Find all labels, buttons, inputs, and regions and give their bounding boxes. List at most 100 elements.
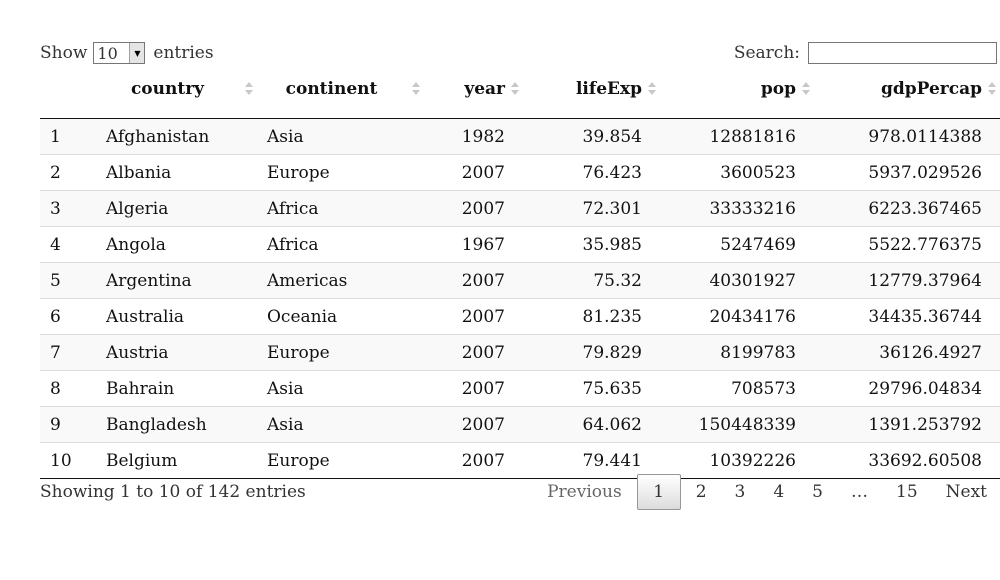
cell-year: 2007	[424, 406, 523, 443]
column-header-pop[interactable]: pop	[660, 80, 814, 119]
cell-pop: 12881816	[660, 118, 814, 155]
cell-country: Australia	[96, 298, 257, 335]
cell-year: 1982	[424, 118, 523, 155]
cell-lifeexp: 72.301	[523, 190, 660, 227]
cell-year: 2007	[424, 370, 523, 407]
table-row[interactable]: 6 Australia Oceania 2007 81.235 20434176…	[40, 298, 1000, 335]
cell-continent: Europe	[257, 334, 424, 371]
datatable-wrapper: Show 10 ▼ entries Search: country	[40, 0, 1000, 510]
cell-continent: Oceania	[257, 298, 424, 335]
cell-lifeexp: 75.32	[523, 262, 660, 299]
table-row[interactable]: 3 Algeria Africa 2007 72.301 33333216 62…	[40, 190, 1000, 227]
cell-index: 10	[40, 442, 96, 479]
page-button-3[interactable]: 3	[734, 482, 746, 502]
cell-index: 3	[40, 190, 96, 227]
page-button-15[interactable]: 15	[896, 482, 918, 502]
pagination: Previous 1 2 3 4 5 … 15 Next	[532, 474, 1000, 510]
cell-year: 2007	[424, 334, 523, 371]
cell-continent: Africa	[257, 226, 424, 263]
cell-pop: 20434176	[660, 298, 814, 335]
page-button-4[interactable]: 4	[773, 482, 785, 502]
cell-gdppercap: 1391.253792	[814, 406, 1000, 443]
cell-index: 7	[40, 334, 96, 371]
cell-continent: Asia	[257, 406, 424, 443]
column-header-country[interactable]: country	[96, 80, 257, 119]
page-button-1[interactable]: 1	[636, 474, 681, 510]
cell-country: Afghanistan	[96, 118, 257, 155]
next-button[interactable]: Next	[945, 482, 987, 502]
cell-year: 2007	[424, 190, 523, 227]
cell-pop: 708573	[660, 370, 814, 407]
cell-year: 1967	[424, 226, 523, 263]
cell-country: Angola	[96, 226, 257, 263]
column-header-continent[interactable]: continent	[257, 80, 424, 119]
table-row[interactable]: 4 Angola Africa 1967 35.985 5247469 5522…	[40, 226, 1000, 263]
cell-country: Albania	[96, 154, 257, 191]
cell-continent: Asia	[257, 370, 424, 407]
cell-index: 4	[40, 226, 96, 263]
column-header-gdppercap[interactable]: gdpPercap	[814, 80, 1000, 119]
cell-gdppercap: 5937.029526	[814, 154, 1000, 191]
sort-icon	[511, 81, 519, 97]
cell-lifeexp: 75.635	[523, 370, 660, 407]
cell-gdppercap: 29796.04834	[814, 370, 1000, 407]
chevron-down-icon[interactable]: ▼	[129, 43, 145, 63]
cell-lifeexp: 35.985	[523, 226, 660, 263]
cell-gdppercap: 36126.4927	[814, 334, 1000, 371]
sort-icon	[802, 81, 810, 97]
page-button-5[interactable]: 5	[812, 482, 823, 502]
table-row[interactable]: 7 Austria Europe 2007 79.829 8199783 361…	[40, 334, 1000, 371]
cell-continent: Europe	[257, 442, 424, 479]
cell-gdppercap: 978.0114388	[814, 118, 1000, 155]
cell-continent: Africa	[257, 190, 424, 227]
cell-index: 2	[40, 154, 96, 191]
column-header-year[interactable]: year	[424, 80, 523, 119]
cell-lifeexp: 76.423	[523, 154, 660, 191]
sort-icon	[988, 81, 996, 97]
cell-year: 2007	[424, 442, 523, 479]
cell-index: 6	[40, 298, 96, 335]
table-row[interactable]: 9 Bangladesh Asia 2007 64.062 150448339 …	[40, 406, 1000, 443]
search-filter: Search:	[734, 42, 997, 64]
table-row[interactable]: 8 Bahrain Asia 2007 75.635 708573 29796.…	[40, 370, 1000, 407]
column-header-index	[40, 80, 96, 119]
cell-gdppercap: 33692.60508	[814, 442, 1000, 479]
length-menu: Show 10 ▼ entries	[40, 42, 214, 64]
table-row[interactable]: 10 Belgium Europe 2007 79.441 10392226 3…	[40, 442, 1000, 479]
cell-gdppercap: 5522.776375	[814, 226, 1000, 263]
cell-pop: 3600523	[660, 154, 814, 191]
table-info: Showing 1 to 10 of 142 entries	[40, 482, 306, 502]
cell-year: 2007	[424, 154, 523, 191]
cell-country: Algeria	[96, 190, 257, 227]
cell-gdppercap: 34435.36744	[814, 298, 1000, 335]
pagination-ellipsis: …	[851, 482, 868, 502]
cell-country: Argentina	[96, 262, 257, 299]
table-row[interactable]: 1 Afghanistan Asia 1982 39.854 12881816 …	[40, 118, 1000, 155]
cell-pop: 40301927	[660, 262, 814, 299]
cell-continent: Europe	[257, 154, 424, 191]
entries-select-value: 10	[97, 43, 118, 63]
cell-year: 2007	[424, 262, 523, 299]
cell-year: 2007	[424, 298, 523, 335]
cell-pop: 150448339	[660, 406, 814, 443]
cell-index: 8	[40, 370, 96, 407]
cell-index: 1	[40, 118, 96, 155]
cell-lifeexp: 81.235	[523, 298, 660, 335]
entries-select[interactable]: 10 ▼	[93, 42, 146, 64]
cell-continent: Asia	[257, 118, 424, 155]
data-table: country continent year lifeExp pop	[40, 80, 1000, 479]
cell-lifeexp: 79.829	[523, 334, 660, 371]
table-row[interactable]: 2 Albania Europe 2007 76.423 3600523 593…	[40, 154, 1000, 191]
table-row[interactable]: 5 Argentina Americas 2007 75.32 40301927…	[40, 262, 1000, 299]
page-button-2[interactable]: 2	[695, 482, 707, 502]
cell-lifeexp: 39.854	[523, 118, 660, 155]
table-controls: Show 10 ▼ entries Search:	[40, 0, 1000, 80]
sort-icon	[648, 81, 656, 97]
search-label: Search:	[733, 43, 800, 63]
column-header-lifeexp[interactable]: lifeExp	[523, 80, 660, 119]
search-input[interactable]	[808, 42, 997, 64]
cell-pop: 8199783	[660, 334, 814, 371]
previous-button[interactable]: Previous	[547, 482, 622, 502]
cell-lifeexp: 64.062	[523, 406, 660, 443]
cell-pop: 5247469	[660, 226, 814, 263]
